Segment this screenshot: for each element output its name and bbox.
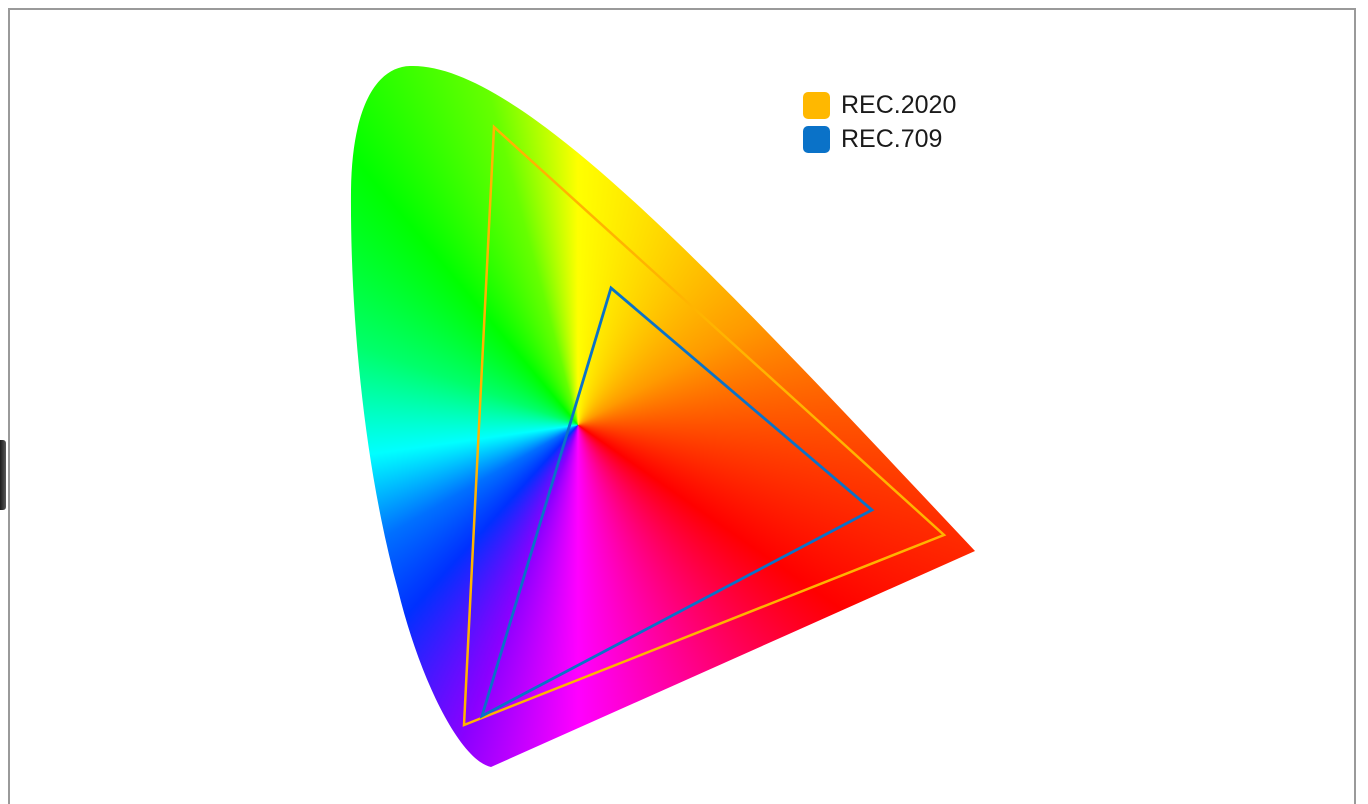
legend-label-rec709: REC.709 (841, 124, 943, 153)
legend-swatch-rec709 (803, 125, 830, 153)
legend-label-rec2020: REC.2020 (841, 90, 957, 119)
legend: REC.2020 REC.709 (803, 88, 956, 156)
legend-swatch-rec2020 (803, 91, 830, 119)
side-handle[interactable] (0, 440, 6, 510)
rec2020-triangle (462, 124, 947, 727)
legend-item-rec2020: REC.2020 (803, 88, 956, 122)
legend-item-rec709: REC.709 (803, 122, 956, 156)
rec709-triangle (479, 285, 875, 719)
